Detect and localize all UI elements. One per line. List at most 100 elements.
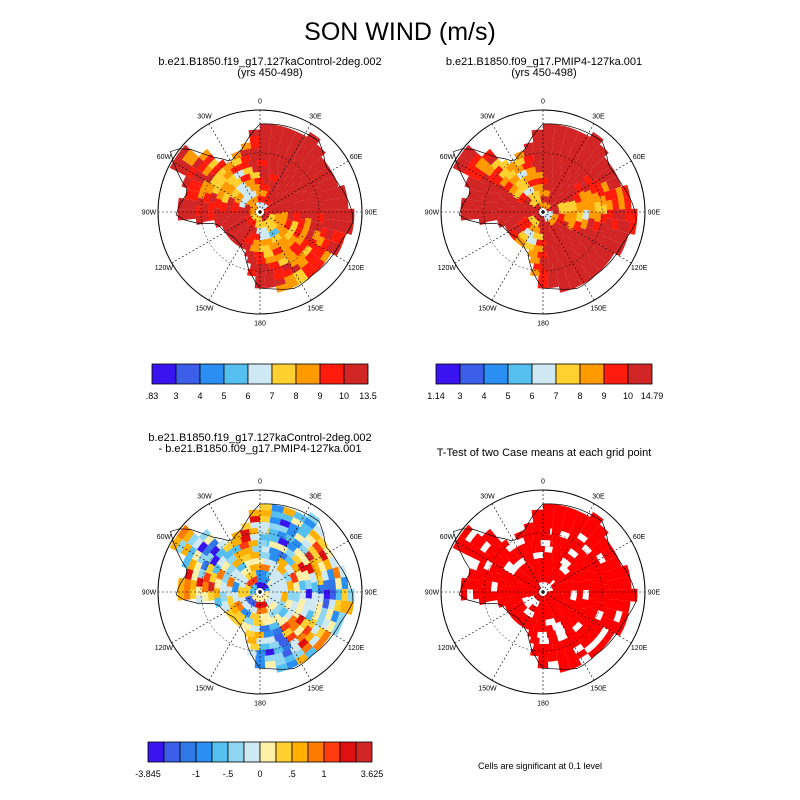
grid-cell	[590, 164, 602, 177]
grid-cell	[563, 201, 572, 212]
grid-cell	[543, 612, 554, 621]
grid-cell	[546, 630, 557, 639]
grid-cell	[275, 283, 289, 293]
grid-cell	[329, 589, 337, 600]
grid-cell	[183, 198, 192, 210]
grid-cell	[211, 183, 222, 195]
grid-cell	[605, 218, 614, 230]
grid-cell	[295, 653, 309, 665]
grid-cell	[219, 180, 231, 192]
grid-cell	[472, 209, 480, 220]
grid-cell	[606, 589, 614, 600]
grid-cell	[619, 611, 629, 626]
grid-cell	[473, 190, 483, 201]
grid-cell	[286, 580, 295, 591]
grid-cell	[219, 212, 228, 223]
grid-cell	[587, 251, 599, 263]
longitude-label: 120W	[438, 265, 457, 272]
longitude-label: 180	[537, 321, 549, 328]
grid-cell	[522, 241, 535, 252]
grid-cell	[260, 141, 270, 149]
meridian-line	[542, 540, 632, 593]
grid-cell	[340, 196, 349, 210]
longitude-label: 120W	[155, 645, 174, 652]
grid-cell	[276, 169, 289, 181]
grid-cell	[280, 212, 289, 223]
latitude-circle	[200, 152, 320, 272]
longitude-label: 90E	[365, 210, 378, 217]
grid-cell	[292, 212, 301, 223]
grid-cell	[606, 165, 618, 179]
grid-cell	[565, 571, 576, 583]
grid-cell	[472, 589, 480, 600]
grid-cell	[260, 643, 271, 651]
colorbar-box	[291, 741, 309, 763]
colorbar-box	[339, 741, 357, 763]
colorbar-box	[343, 363, 369, 385]
grid-cell	[496, 597, 506, 608]
grid-cell	[267, 581, 277, 595]
panel-3-title-line2: - b.e21.B1850.f09_g17.PMIP4-127ka.001	[158, 443, 362, 455]
grid-cell	[526, 583, 535, 598]
grid-cell	[254, 177, 265, 185]
grid-cell	[311, 212, 319, 223]
grid-cell	[507, 609, 519, 621]
grid-cell	[529, 256, 540, 265]
grid-cell	[555, 213, 566, 226]
grid-cell	[316, 536, 329, 550]
grid-cell	[563, 592, 572, 603]
grid-cell	[269, 136, 282, 145]
longitude-label: 90E	[365, 590, 378, 597]
grid-cell	[508, 586, 516, 597]
grid-cell	[569, 580, 578, 591]
grid-cell	[306, 511, 321, 525]
grid-cell	[547, 280, 559, 289]
grid-cell	[564, 247, 577, 259]
grid-cell	[560, 616, 572, 628]
grid-cell	[516, 549, 528, 560]
grid-cell	[576, 547, 588, 559]
grid-cell	[277, 616, 289, 628]
grid-cell	[256, 269, 266, 277]
grid-cell	[536, 251, 548, 259]
map-panel-pmip4: 0 30E 60E 90E 120E 150E 180 150W 120W 90W 60W 30W	[425, 99, 661, 328]
grid-cell	[567, 175, 579, 187]
grid-cell	[295, 570, 305, 582]
grid-cell	[284, 183, 296, 195]
grid-cell	[533, 213, 546, 223]
meridian-line	[171, 540, 261, 593]
grid-cell	[508, 173, 521, 185]
colorbar-box	[435, 363, 461, 385]
grid-cell	[589, 131, 604, 145]
grid-cell	[584, 158, 596, 170]
grid-cell	[560, 236, 572, 248]
grid-cell	[247, 159, 258, 168]
grid-cell	[543, 232, 554, 241]
grid-cell	[563, 512, 577, 523]
grid-cell	[624, 588, 632, 602]
grid-cell	[268, 528, 279, 537]
grid-cell	[244, 595, 257, 608]
grid-cell	[219, 592, 228, 603]
grid-cell	[336, 611, 346, 626]
meridian-line	[454, 160, 544, 213]
meridian-line	[208, 503, 261, 593]
grid-cell	[527, 190, 540, 201]
grid-cell	[538, 275, 548, 283]
grid-cell	[537, 177, 548, 185]
longitude-label: 30W	[197, 113, 212, 120]
grid-cell	[575, 268, 588, 280]
grid-cell	[258, 147, 268, 155]
colorbar-box	[247, 363, 273, 385]
grid-cell	[304, 550, 315, 562]
grid-cell	[586, 218, 596, 229]
grid-cell	[244, 629, 255, 639]
longitude-label: 60E	[350, 534, 363, 541]
grid-cell	[209, 165, 221, 176]
grid-cell	[284, 153, 296, 164]
grid-cell	[299, 618, 311, 630]
grid-cell	[538, 189, 551, 197]
grid-cell	[570, 210, 578, 221]
grid-cell	[516, 571, 528, 584]
meridian-line	[171, 591, 261, 644]
